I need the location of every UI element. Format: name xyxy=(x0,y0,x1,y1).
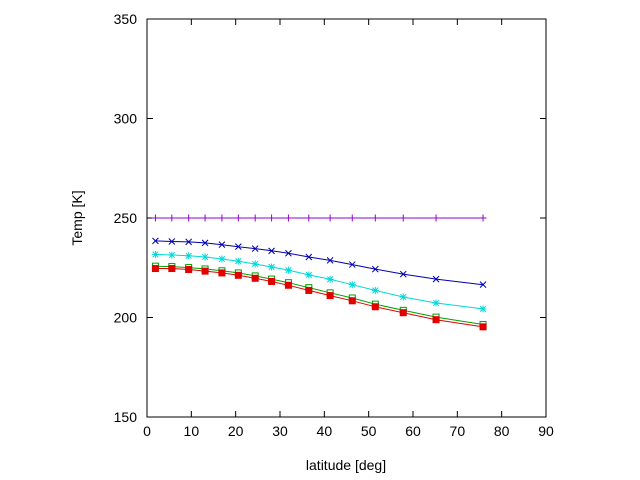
data-point xyxy=(268,263,276,271)
data-point xyxy=(234,271,242,279)
data-point xyxy=(185,214,193,222)
y-axis-label: Temp [K] xyxy=(69,190,85,245)
data-point xyxy=(201,239,209,247)
x-tick-label: 50 xyxy=(361,423,377,439)
data-point xyxy=(305,214,313,222)
data-point xyxy=(201,214,209,222)
data-point xyxy=(348,297,356,305)
data-point xyxy=(326,257,334,264)
data-point xyxy=(479,214,487,222)
y-tick-label: 300 xyxy=(114,111,138,127)
data-point xyxy=(251,214,259,222)
data-point xyxy=(251,245,259,252)
series-5-line xyxy=(155,268,484,328)
data-point xyxy=(251,260,259,268)
data-point xyxy=(305,253,313,261)
series-1 xyxy=(151,214,487,222)
x-tick-label: 0 xyxy=(143,423,151,439)
data-point xyxy=(251,274,259,282)
x-tick-label: 40 xyxy=(317,423,333,439)
x-tick-label: 30 xyxy=(272,423,288,439)
series-2 xyxy=(152,237,487,289)
data-point xyxy=(326,275,334,283)
data-point xyxy=(326,292,334,300)
data-point xyxy=(168,214,176,222)
series-3 xyxy=(151,250,487,313)
data-point xyxy=(185,238,193,246)
data-point xyxy=(234,257,242,265)
data-point xyxy=(432,299,440,307)
data-point xyxy=(268,277,276,285)
data-point xyxy=(268,247,275,255)
data-point xyxy=(185,266,193,274)
data-point xyxy=(371,265,379,273)
data-point xyxy=(234,243,242,251)
y-tick-label: 200 xyxy=(114,310,138,326)
data-point xyxy=(218,241,226,249)
y-tick-label: 250 xyxy=(114,210,138,226)
x-tick-label: 10 xyxy=(184,423,200,439)
data-point xyxy=(201,267,209,275)
data-point xyxy=(185,252,193,260)
data-point xyxy=(326,214,334,222)
series-4-line xyxy=(155,265,484,325)
data-point xyxy=(348,214,356,222)
data-point xyxy=(284,266,292,274)
data-point xyxy=(371,214,379,222)
data-point xyxy=(168,251,176,259)
data-point xyxy=(151,250,159,258)
series-layer xyxy=(151,214,487,331)
data-point xyxy=(284,281,292,289)
x-tick-label: 80 xyxy=(494,423,510,439)
data-point xyxy=(151,214,159,222)
data-point xyxy=(371,303,379,311)
data-point xyxy=(432,275,440,283)
x-tick-label: 60 xyxy=(405,423,421,439)
data-point xyxy=(348,261,356,268)
data-point xyxy=(201,253,209,261)
data-point xyxy=(305,271,313,279)
data-point xyxy=(432,214,440,222)
data-point xyxy=(399,309,407,317)
series-2-line xyxy=(155,240,484,286)
data-point xyxy=(268,214,276,222)
x-axis-label: latitude [deg] xyxy=(306,457,386,473)
data-point xyxy=(284,214,292,222)
data-point xyxy=(399,293,407,301)
series-5 xyxy=(151,265,487,331)
data-point xyxy=(479,305,487,313)
x-tick-label: 20 xyxy=(228,423,244,439)
data-point xyxy=(152,237,159,245)
data-point xyxy=(432,316,440,324)
x-tick-label: 90 xyxy=(538,423,554,439)
data-point xyxy=(218,214,226,222)
data-point xyxy=(348,281,356,289)
data-point xyxy=(399,270,407,278)
series-3-line xyxy=(155,253,484,310)
data-point xyxy=(151,265,159,273)
x-tick-label: 70 xyxy=(450,423,466,439)
data-point xyxy=(168,238,176,245)
data-point xyxy=(168,265,176,273)
data-point xyxy=(479,281,487,289)
data-point xyxy=(234,214,242,222)
y-tick-label: 150 xyxy=(114,409,138,425)
data-point xyxy=(399,214,407,222)
data-point xyxy=(371,286,379,294)
data-point xyxy=(218,255,226,263)
data-point xyxy=(218,269,226,277)
y-tick-label: 350 xyxy=(114,11,138,27)
axis-ticks: 0 10 20 30 40 50 60 70 80 90 150 200 250 300 350 xyxy=(114,11,554,439)
data-point xyxy=(305,286,313,294)
data-point xyxy=(479,323,487,331)
data-point xyxy=(285,249,292,257)
